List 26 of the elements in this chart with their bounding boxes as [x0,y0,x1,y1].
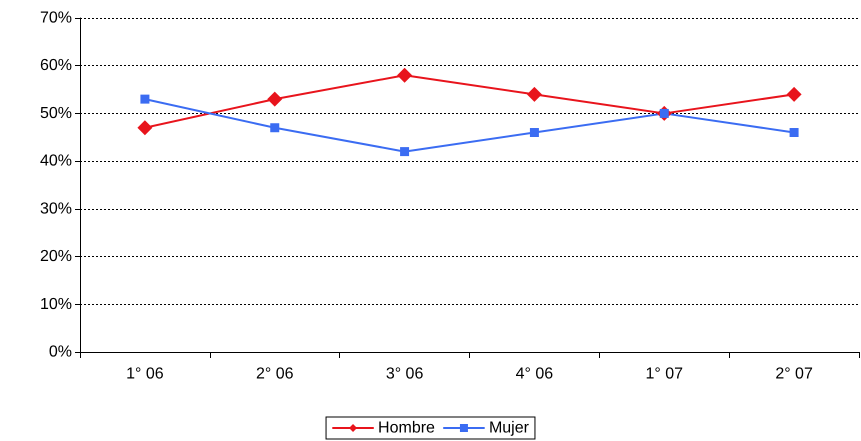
legend-label: Mujer [488,420,530,436]
point [790,128,799,138]
y-tick-label: 60% [40,57,72,74]
point [400,147,410,156]
y-tick-label: 30% [40,200,72,218]
y-tick-label: 10% [40,296,72,313]
y-tick-label: 40% [40,152,72,170]
x-tick-label: 3° 06 [386,366,424,382]
x-tick-label: 2° 06 [256,366,294,382]
point [786,86,802,102]
x-tick-label: 2° 07 [775,366,813,382]
point [526,86,542,102]
y-tick-label: 20% [40,248,72,266]
point [140,94,150,104]
x-tick-label: 1° 06 [126,366,164,382]
x-tick-label: 4° 06 [516,366,554,382]
y-tick-label: 70% [40,10,72,26]
point [397,68,412,83]
legend-label: Hombre [378,420,436,436]
point [270,123,280,132]
y-tick-label: 0% [48,344,72,360]
point [267,92,282,107]
point [530,128,539,138]
point [137,120,152,136]
y-tick-label: 50% [40,104,72,122]
x-tick-label: 1° 07 [645,366,684,382]
